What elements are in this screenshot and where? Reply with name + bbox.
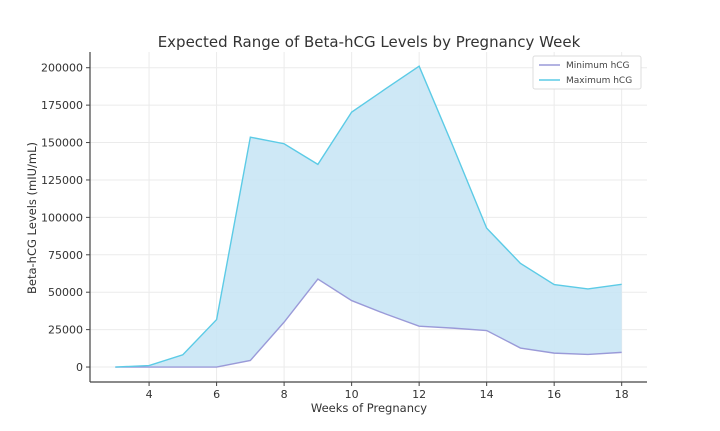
minimum-hcg-line — [115, 278, 622, 368]
axes: 4 6 8 10 12 14 16 18 0 25000 50000 75000 100000 12500… — [41, 52, 647, 401]
series-lines — [115, 65, 622, 368]
x-axis-label: Weeks of Pregnancy — [311, 401, 427, 415]
y-tick-label: 100000 — [41, 211, 83, 224]
x-tick-label: 14 — [480, 388, 494, 401]
x-tick-label: 16 — [547, 388, 561, 401]
chart-title: Expected Range of Beta-hCG Levels by Pre… — [158, 33, 581, 51]
y-tick-label: 25000 — [48, 324, 83, 337]
y-axis-label: Beta-hCG Levels (mIU/mL) — [25, 142, 39, 294]
y-tick-label: 125000 — [41, 174, 83, 187]
y-tick-label: 0 — [76, 361, 83, 374]
legend: Minimum hCG Maximum hCG — [532, 55, 642, 90]
x-tick-label: 12 — [412, 388, 426, 401]
maximum-hcg-line — [115, 65, 622, 368]
y-tick-label: 150000 — [41, 137, 83, 150]
y-tick-label: 200000 — [41, 62, 83, 75]
y-tick-label: 175000 — [41, 99, 83, 112]
range-area — [115, 66, 622, 368]
x-tick-label: 8 — [281, 388, 288, 401]
y-tick-label: 50000 — [48, 286, 83, 299]
x-tick-label: 10 — [345, 388, 359, 401]
legend-label-maximum: Maximum hCG — [566, 76, 632, 86]
range-fill — [115, 66, 622, 368]
x-tick-label: 6 — [213, 388, 220, 401]
x-tick-label: 4 — [146, 388, 153, 401]
x-tick-label: 18 — [615, 388, 629, 401]
y-tick-label: 75000 — [48, 249, 83, 262]
legend-label-minimum: Minimum hCG — [566, 61, 630, 71]
